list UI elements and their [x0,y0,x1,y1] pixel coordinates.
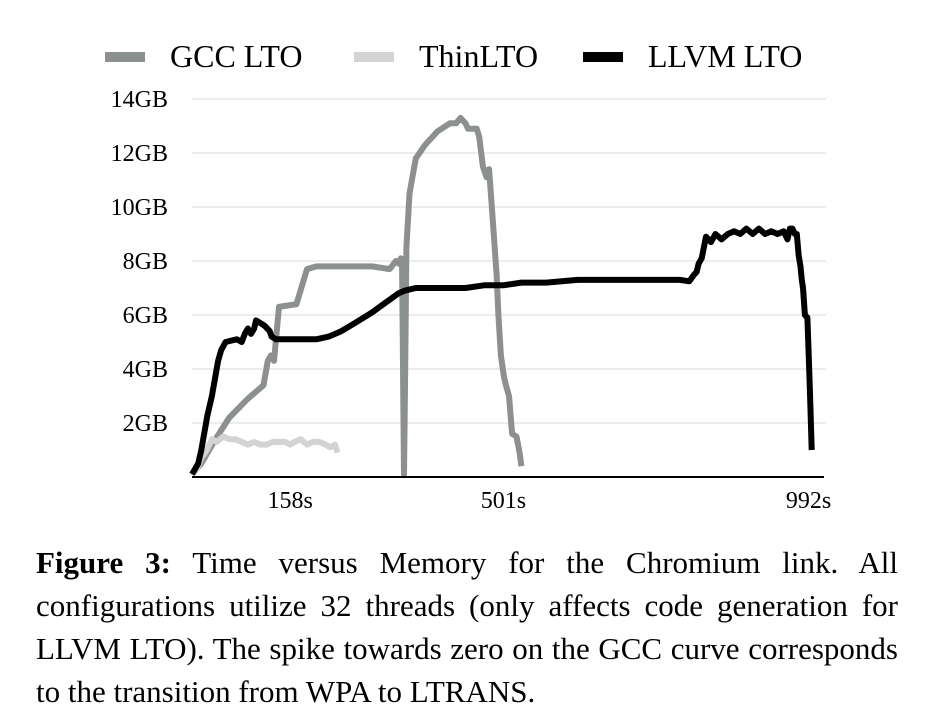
series-lines [189,114,815,478]
figure-caption: Figure 3: Time versus Memory for the Chr… [36,541,898,713]
y-tick-label: 2GB [123,411,168,437]
y-tick-label: 14GB [111,87,168,113]
x-tick-label: 501s [481,488,526,514]
legend-swatch-thinlto [354,52,394,62]
y-tick-label: 10GB [111,195,168,221]
x-tick-label: 992s [786,488,831,514]
series-line-thinlto [189,433,341,477]
caption-text: Time versus Memory for the Chromium link… [36,545,898,709]
y-tick-label: 12GB [111,141,168,167]
y-tick-label: 6GB [123,303,168,329]
legend-label-gcc-lto: GCC LTO [170,38,302,74]
legend-swatch-gcc-lto [105,52,145,62]
gridlines [192,98,826,424]
x-tick-label: 158s [268,488,313,514]
legend-swatch-llvm-lto [583,52,623,62]
legend-label-llvm-lto: LLVM LTO [648,38,802,74]
x-axis-labels: 158s 501s 992s [268,488,832,514]
series-line-gcc-lto [189,114,525,478]
caption-label: Figure 3: [36,545,171,580]
y-tick-label: 4GB [123,357,168,383]
y-axis-labels: 2GB 4GB 6GB 8GB 10GB 12GB 14GB [111,87,168,437]
series-line-llvm-lto [189,225,815,476]
legend-label-thinlto: ThinLTO [419,38,538,74]
y-tick-label: 8GB [123,249,168,275]
memory-chart: GCC LTO ThinLTO LLVM LTO 2GB 4GB 6GB 8GB 10GB 1… [105,38,832,514]
legend: GCC LTO ThinLTO LLVM LTO [105,38,802,74]
